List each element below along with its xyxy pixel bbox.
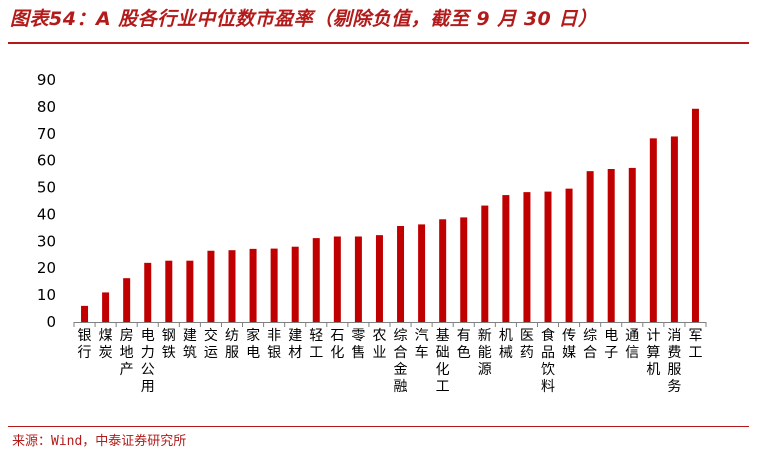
bar <box>312 238 320 322</box>
y-tick-label: 50 <box>37 179 56 197</box>
category-label: 轻工 <box>309 328 323 361</box>
category-label: 机械 <box>499 328 513 361</box>
bar <box>439 219 447 322</box>
bar <box>397 226 405 322</box>
category-label: 消费服务 <box>667 328 681 395</box>
bar <box>670 136 678 322</box>
category-label: 综合金融 <box>394 328 408 395</box>
category-label: 通信 <box>625 328 639 361</box>
category-label: 军工 <box>688 328 702 361</box>
category-label: 食品饮料 <box>541 327 555 395</box>
y-tick-label: 70 <box>37 125 56 143</box>
category-label: 有色 <box>457 328 471 361</box>
category-label: 电力公用 <box>141 328 155 395</box>
category-label: 家电 <box>246 327 260 361</box>
page-title: 图表54：A 股各行业中位数市盈率（剔除负值，截至 9 月 30 日） <box>10 8 598 30</box>
bar <box>565 188 573 322</box>
category-label: 银行 <box>78 328 92 361</box>
bar <box>544 191 552 322</box>
source-divider <box>8 426 749 427</box>
bar <box>523 192 531 322</box>
bar <box>207 250 215 322</box>
bar <box>102 292 110 322</box>
bar <box>123 278 131 322</box>
bars <box>81 108 699 322</box>
bar <box>354 236 362 322</box>
category-label: 传媒 <box>562 328 576 361</box>
category-label: 新能源 <box>478 328 492 378</box>
category-label: 钢铁 <box>162 328 176 361</box>
bar <box>691 108 699 322</box>
bar <box>460 217 468 322</box>
category-label: 农业 <box>372 328 386 361</box>
source-note: 来源：Wind，中泰证券研究所 <box>12 434 187 449</box>
bar <box>607 169 615 322</box>
bar <box>291 246 299 322</box>
bar <box>144 262 152 322</box>
category-label: 建材 <box>288 328 302 361</box>
bar <box>333 236 341 322</box>
category-label: 煤炭 <box>99 328 113 361</box>
bar <box>502 195 510 322</box>
bar <box>165 260 173 322</box>
category-label: 纺服 <box>225 328 239 361</box>
category-label: 建筑 <box>183 328 197 361</box>
bar <box>481 205 489 322</box>
y-tick-label: 20 <box>37 259 56 277</box>
bar <box>628 167 636 322</box>
category-label: 房地产 <box>120 328 134 378</box>
bar <box>228 250 236 322</box>
y-tick-label: 10 <box>37 286 56 304</box>
category-label: 非银 <box>267 328 281 361</box>
category-label: 汽车 <box>415 328 429 361</box>
category-label: 石化 <box>330 328 344 361</box>
category-label: 计算机 <box>646 328 660 378</box>
category-label: 综合 <box>583 328 597 361</box>
bar <box>81 305 89 322</box>
category-label: 医药 <box>520 328 534 361</box>
bar <box>249 248 257 322</box>
category-label: 零售 <box>351 328 365 361</box>
category-label: 基础化工 <box>436 327 450 395</box>
bar <box>649 138 657 322</box>
bar <box>418 224 426 322</box>
y-axis: 0 10 20 30 40 50 60 70 80 90 <box>37 71 56 331</box>
y-tick-label: 0 <box>46 313 56 331</box>
bar <box>186 260 194 322</box>
bar <box>270 248 278 322</box>
x-axis: 银行煤炭房地产电力公用钢铁建筑交运纺服家电非银建材轻工石化零售农业综合金融汽车基… <box>73 322 707 395</box>
bar <box>586 171 594 322</box>
y-tick-label: 30 <box>37 232 56 250</box>
bar <box>375 235 383 322</box>
y-tick-label: 90 <box>37 71 56 89</box>
category-label: 电子 <box>604 328 618 361</box>
category-label: 交运 <box>204 327 218 361</box>
title-divider <box>8 42 749 44</box>
y-tick-label: 60 <box>37 152 56 170</box>
y-tick-label: 80 <box>37 98 56 116</box>
y-tick-label: 40 <box>37 205 56 223</box>
